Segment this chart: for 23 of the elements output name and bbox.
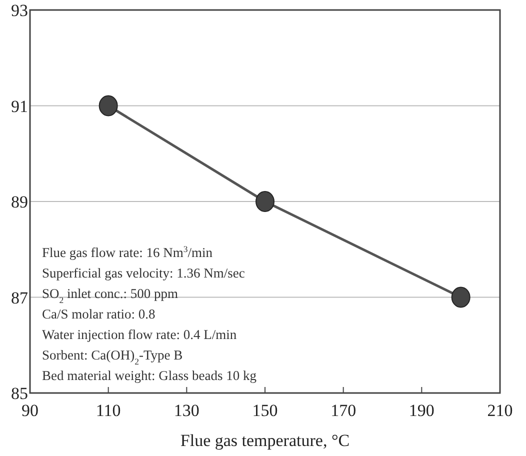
x-tick-label: 170 bbox=[330, 401, 356, 420]
point bbox=[256, 191, 274, 212]
annotation: Flue gas flow rate: 16 Nm$^{3}$/min bbox=[42, 244, 213, 260]
x-tick-label: 150 bbox=[252, 401, 278, 420]
y-tick-label: 93 bbox=[11, 1, 28, 20]
y-tick-label: 89 bbox=[11, 192, 28, 212]
point bbox=[98, 95, 118, 116]
x-axis-title: Flue gas temperature, °C bbox=[180, 431, 350, 450]
annotation: SO$_{2}$ inlet conc.: 500 ppm bbox=[42, 286, 179, 305]
x-tick-label: 190 bbox=[408, 401, 434, 420]
annotation: Bed material weight: Glass beads 10 kg bbox=[42, 368, 257, 383]
x-tick-label: 110 bbox=[96, 401, 121, 420]
x-tick-label: 90 bbox=[22, 401, 38, 420]
point bbox=[451, 286, 470, 308]
annotation: Water injection flow rate: 0.4 L/min bbox=[42, 327, 237, 342]
annotation: Superficial gas velocity: 1.36 Nm/sec bbox=[42, 266, 245, 280]
annotation: Ca/S molar ratio: 0.8 bbox=[42, 306, 156, 322]
x-tick-label: 210 bbox=[487, 401, 513, 420]
y-tick-label: 85 bbox=[11, 384, 28, 403]
y-tick-label: 91 bbox=[11, 96, 28, 116]
y-tick-label: 87 bbox=[11, 288, 28, 308]
annotation: Sorbent: Ca(OH)$_{2}$-Type B bbox=[42, 348, 183, 366]
x-tick-label: 130 bbox=[174, 401, 200, 420]
